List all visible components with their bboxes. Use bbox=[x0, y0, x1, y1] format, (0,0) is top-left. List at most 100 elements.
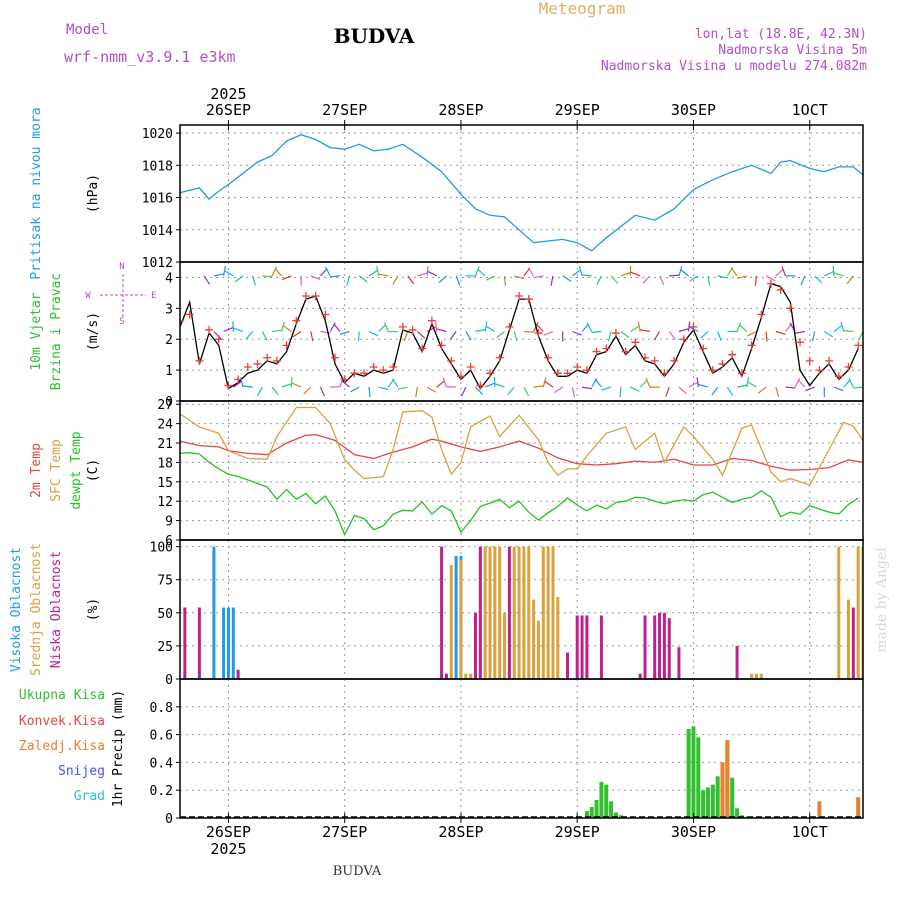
gust-marker bbox=[834, 372, 843, 381]
wind-arrow bbox=[378, 324, 387, 332]
precip-legend-label: Grad bbox=[74, 789, 105, 804]
wind-arrow bbox=[581, 323, 590, 332]
gust-marker bbox=[670, 356, 679, 365]
series-line-2m-temp bbox=[180, 433, 863, 471]
gust-marker bbox=[486, 369, 495, 378]
bar-zaledj-kisa bbox=[856, 797, 861, 818]
wind-arrow bbox=[320, 268, 328, 277]
compass-south-label: S bbox=[119, 317, 124, 327]
bar-niska-oblacnost bbox=[658, 612, 662, 679]
compass-west-label: W bbox=[85, 291, 91, 301]
y-tick-label: 75 bbox=[157, 574, 173, 589]
wind-arrow bbox=[310, 331, 314, 342]
bar-niska-oblacnost bbox=[662, 612, 666, 679]
wind-arrow bbox=[630, 325, 640, 333]
wind-arrow bbox=[536, 323, 544, 332]
bar-niska-oblacnost bbox=[585, 615, 589, 679]
elevation: Nadmorska Visina 5m bbox=[718, 43, 867, 58]
gust-marker bbox=[282, 341, 291, 350]
gust-marker bbox=[815, 366, 824, 375]
wind-arrow bbox=[368, 330, 379, 337]
wind-arrow bbox=[544, 380, 554, 388]
bar-niska-oblacnost bbox=[677, 647, 681, 679]
bar-ukupna-kisa bbox=[686, 729, 691, 818]
wind-arrow bbox=[596, 275, 602, 286]
panel-frame bbox=[179, 678, 864, 819]
bar-srednja-oblacnost bbox=[459, 559, 463, 679]
gust-marker bbox=[456, 372, 465, 381]
gust-marker bbox=[418, 344, 427, 353]
wind-arrow bbox=[747, 330, 757, 337]
bar-niska-oblacnost bbox=[575, 615, 579, 679]
y-tick-label: 0 bbox=[165, 812, 173, 827]
wind-arrow bbox=[320, 330, 331, 334]
y-tick-label: 50 bbox=[157, 607, 173, 622]
wind-arrow bbox=[637, 321, 641, 332]
wind-arrow bbox=[485, 275, 496, 281]
wind-arrow bbox=[182, 322, 185, 332]
meteogram-title: Meteogram bbox=[539, 0, 626, 18]
gust-marker bbox=[563, 369, 572, 378]
bottom-year-label: 2025 bbox=[210, 840, 246, 858]
wind-arrow bbox=[630, 386, 640, 392]
bar-zaledj-kisa bbox=[720, 762, 725, 818]
wind-arrow bbox=[800, 275, 806, 286]
wind-arrow bbox=[378, 273, 389, 277]
wind-arrow bbox=[200, 332, 204, 341]
bar-niska-oblacnost bbox=[440, 546, 444, 679]
panel-pressure: 1012 1014 1016 1018 1020 (hPa) bbox=[86, 124, 864, 271]
gust-marker bbox=[582, 366, 591, 375]
y-axis-label: (C) bbox=[86, 459, 101, 482]
gust-marker bbox=[205, 325, 214, 334]
wind-arrow bbox=[746, 377, 750, 388]
wind-arrow bbox=[281, 321, 285, 332]
wind-arrow bbox=[823, 271, 834, 277]
wind-arrow bbox=[407, 275, 415, 285]
bar-visoka-oblacnost bbox=[212, 546, 216, 679]
precip-legend-label: Ukupna Kisa bbox=[19, 688, 105, 703]
gust-marker bbox=[195, 356, 204, 365]
bar-niska-oblacnost bbox=[735, 645, 739, 679]
wind-arrow bbox=[232, 380, 242, 388]
wind-arrow bbox=[303, 386, 312, 395]
model-label: Model bbox=[66, 22, 108, 38]
wind-arrow bbox=[736, 384, 747, 388]
side-label: Brzina i Pravac bbox=[49, 273, 64, 390]
wind-arrow bbox=[417, 272, 428, 277]
coordinates: lon,lat (18.8E, 42.3N) bbox=[695, 27, 867, 42]
bar-ukupna-kisa bbox=[618, 815, 623, 818]
wind-arrow bbox=[325, 266, 331, 277]
y-tick-label: 100 bbox=[150, 541, 173, 556]
wind-arrow bbox=[465, 331, 472, 341]
wind-arrow bbox=[678, 386, 687, 395]
gust-marker bbox=[524, 295, 533, 304]
wind-arrow bbox=[680, 269, 689, 277]
y-tick-label: 25 bbox=[157, 640, 173, 655]
wind-arrow bbox=[513, 331, 518, 342]
wind-arrow bbox=[852, 386, 863, 389]
bar-visoka-oblacnost bbox=[222, 607, 226, 679]
bar-niska-oblacnost bbox=[667, 618, 671, 679]
wind-arrow bbox=[223, 327, 234, 333]
y-tick-label: 1 bbox=[165, 364, 173, 379]
wind-arrow bbox=[438, 275, 447, 284]
wind-arrow bbox=[523, 386, 530, 397]
bar-srednja-oblacnost bbox=[846, 599, 850, 679]
wind-arrow bbox=[357, 331, 360, 342]
wind-arrow bbox=[291, 382, 302, 388]
y-tick-label: 24 bbox=[157, 418, 173, 433]
wind-arrow bbox=[707, 275, 711, 286]
y-tick-label: 15 bbox=[157, 476, 173, 491]
wind-arrow bbox=[392, 275, 399, 285]
bar-srednja-oblacnost bbox=[522, 546, 526, 679]
bar-niska-oblacnost bbox=[478, 546, 482, 679]
wind-arrow bbox=[833, 386, 844, 392]
bar-ukupna-kisa bbox=[599, 781, 604, 818]
wind-arrow bbox=[805, 386, 815, 392]
wind-arrow bbox=[446, 385, 457, 388]
side-label: Visoka Oblacnost bbox=[9, 547, 24, 672]
wind-arrow bbox=[290, 377, 293, 388]
wind-arrow bbox=[717, 331, 722, 342]
wind-arrow bbox=[426, 326, 437, 333]
wind-arrow bbox=[319, 386, 325, 397]
